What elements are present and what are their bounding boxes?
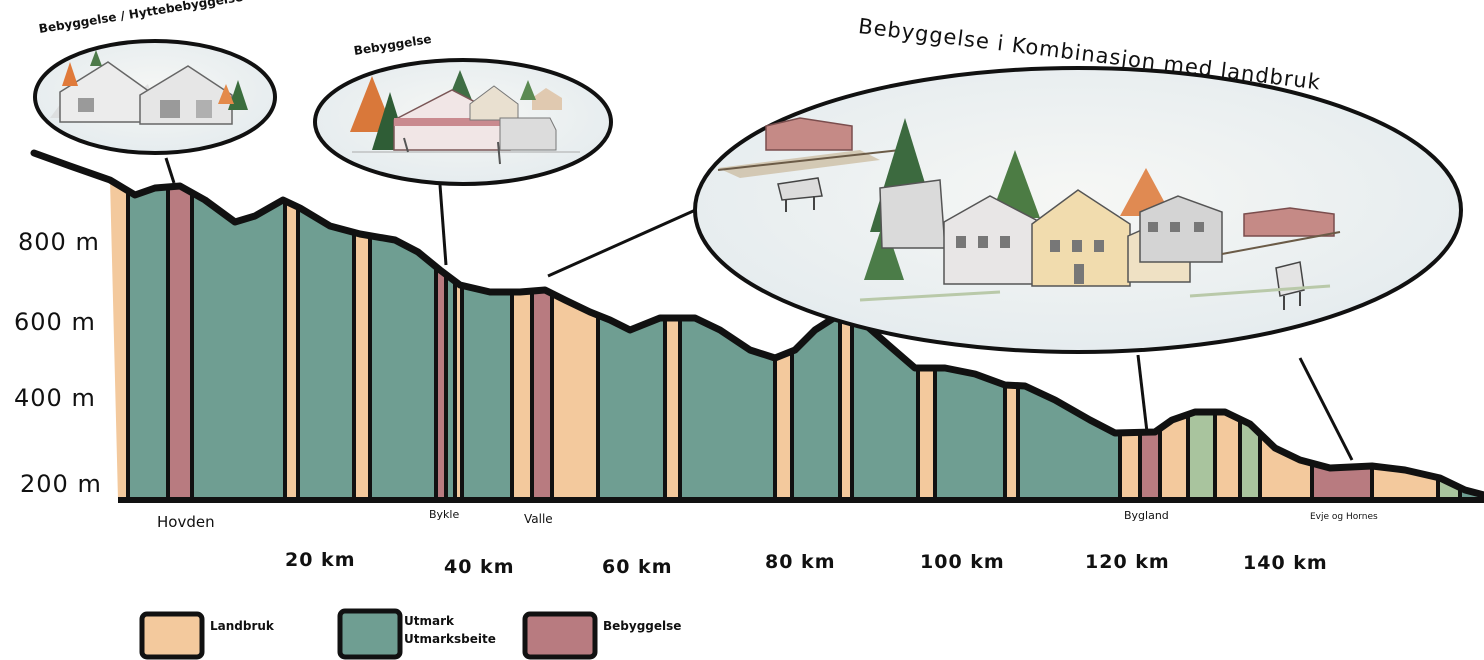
y-axis-label-200: 200 m xyxy=(20,470,102,498)
x-axis-label-20km: 20 km xyxy=(285,549,356,571)
pointer-line-evje xyxy=(1298,357,1354,461)
x-axis-label-60km: 60 km xyxy=(602,556,673,578)
band-landbruk xyxy=(285,180,299,500)
callout-hyttebebyggelse-illustration xyxy=(33,39,277,155)
band-landbruk xyxy=(455,180,463,500)
legend-landbruk-swatch xyxy=(139,611,205,660)
band-beite_light xyxy=(1438,180,1461,500)
y-axis-label-400: 400 m xyxy=(14,384,96,412)
band-bebyggelse xyxy=(436,180,447,500)
terrain-outline xyxy=(30,149,1484,499)
band-landbruk xyxy=(354,180,371,500)
y-axis-label-800: 800 m xyxy=(18,228,100,256)
place-label-bykle: Bykle xyxy=(429,508,460,521)
band-utmark xyxy=(1460,180,1484,500)
band-bebyggelse xyxy=(168,180,193,500)
pointer-line-bygland xyxy=(1136,354,1149,433)
place-label-hovden: Hovden xyxy=(157,513,215,531)
band-utmark xyxy=(598,180,666,500)
legend-utmark-label: Utmark xyxy=(404,614,454,628)
y-axis-label-600: 600 m xyxy=(14,308,96,336)
pointer-line-hovden xyxy=(164,157,176,184)
pointer-line-bykle xyxy=(438,184,448,266)
band-utmark xyxy=(192,180,286,500)
pointer-line-valle xyxy=(547,206,701,278)
band-landbruk xyxy=(110,180,129,500)
legend-utmark-swatch xyxy=(337,608,403,660)
place-label-valle: Valle xyxy=(524,512,553,526)
callout-bebyggelse-illustration xyxy=(313,58,613,186)
place-label-bygland: Bygland xyxy=(1124,509,1169,522)
x-axis-label-140km: 140 km xyxy=(1243,552,1328,574)
x-axis-label-40km: 40 km xyxy=(444,556,515,578)
legend-bebyggelse-label: Bebyggelse xyxy=(603,619,682,633)
x-axis-label-80km: 80 km xyxy=(765,551,836,573)
band-utmark xyxy=(128,180,169,500)
band-utmark xyxy=(446,180,456,500)
callout-kombinasjon-illustration xyxy=(693,66,1463,354)
x-axis-label-100km: 100 km xyxy=(920,551,1005,573)
legend-landbruk-label: Landbruk xyxy=(210,619,274,633)
x-axis-label-120km: 120 km xyxy=(1085,551,1170,573)
place-label-evje-og-hornes: Evje og Hornes xyxy=(1310,512,1378,522)
legend-utmarksbeite-label: Utmarksbeite xyxy=(404,632,496,646)
legend-bebyggelse-swatch xyxy=(522,611,598,660)
